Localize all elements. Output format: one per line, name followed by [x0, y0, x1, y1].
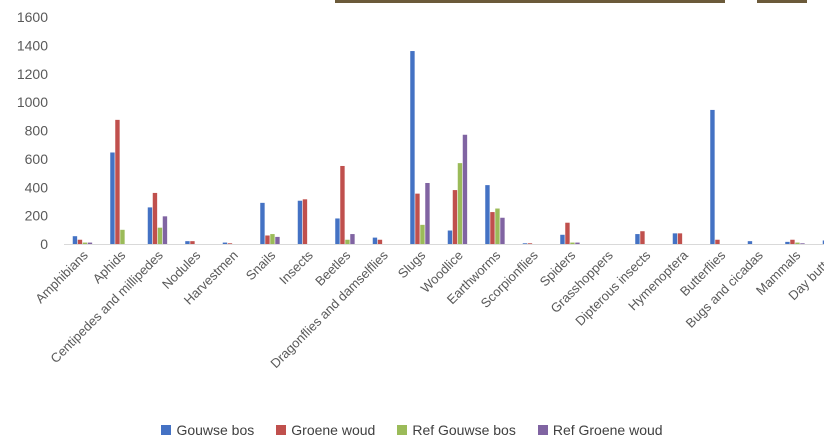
y-tick-label: 1000: [17, 94, 48, 110]
y-tick-label: 0: [40, 236, 48, 252]
y-tick-label: 1400: [17, 37, 48, 53]
bar: [110, 152, 115, 244]
legend-swatch: [161, 425, 172, 435]
legend-item: Ref Groene woud: [537, 422, 663, 438]
bar: [640, 231, 645, 244]
bar: [115, 119, 120, 244]
cropped-image-strip: [335, 0, 725, 3]
legend-label: Groene woud: [291, 422, 376, 438]
bar: [340, 165, 345, 244]
legend-label: Ref Gouwse bos: [412, 422, 516, 438]
legend-item: Gouwse bos: [161, 422, 254, 438]
bar: [527, 243, 533, 244]
bar: [747, 241, 753, 244]
bar: [457, 163, 463, 244]
y-tick-label: 1600: [17, 9, 48, 25]
bar: [560, 234, 565, 244]
bar: [297, 200, 303, 244]
bar: [227, 243, 233, 244]
bar: [462, 134, 468, 244]
bar: [120, 229, 125, 244]
bar: [452, 190, 458, 244]
bar: [377, 239, 383, 244]
x-tick-label: Amphibians: [32, 247, 91, 306]
bar: [345, 239, 350, 244]
bar: [87, 242, 93, 244]
cropped-image-strip-2: [757, 0, 807, 3]
bar: [490, 212, 495, 244]
legend: Gouwse bos Groene woud Ref Gouwse bos Ref G…: [0, 420, 824, 440]
bar: [302, 199, 308, 244]
bar: [522, 243, 528, 244]
bar: [265, 235, 270, 244]
bars: [72, 51, 824, 244]
bar: [500, 217, 505, 244]
bar: [635, 234, 640, 244]
bar: [800, 243, 805, 244]
bar: [495, 208, 500, 244]
legend-label: Gouwse bos: [176, 422, 255, 438]
bar: [72, 236, 78, 244]
bar: [447, 230, 453, 244]
bar: [185, 241, 190, 244]
bar: [222, 242, 228, 244]
bar: [152, 192, 158, 244]
legend-item: Groene woud: [276, 422, 375, 438]
bar: [372, 237, 378, 244]
x-tick-label: Insects: [276, 247, 316, 287]
y-tick-label: 1200: [17, 66, 48, 82]
bar: [672, 233, 678, 244]
legend-swatch: [537, 425, 548, 435]
bar: [350, 234, 355, 244]
bar: [790, 239, 795, 244]
bar: [795, 242, 800, 244]
legend-swatch: [276, 425, 287, 435]
bar: [260, 202, 265, 244]
bar-chart: 0 200 400 600 800 1000 1200 1400 1600 Amphibians…: [17, 9, 824, 371]
y-axis: 0 200 400 600 800 1000 1200 1400 1600: [17, 9, 48, 252]
bar: [570, 242, 575, 244]
y-tick-label: 200: [25, 208, 49, 224]
x-tick-label: Snails: [243, 247, 279, 283]
bar: [575, 242, 580, 244]
bar: [710, 109, 715, 244]
bar: [715, 239, 720, 244]
bar: [162, 216, 168, 244]
x-tick-label: Slugs: [395, 247, 429, 281]
bar: [677, 233, 683, 244]
bar: [410, 51, 415, 244]
y-tick-label: 400: [25, 179, 49, 195]
bar: [82, 242, 88, 244]
bar: [785, 241, 790, 244]
legend-label: Ref Groene woud: [552, 422, 663, 438]
bar: [157, 227, 163, 244]
bar: [485, 185, 490, 244]
bar: [270, 234, 275, 244]
bar: [425, 182, 430, 244]
y-tick-label: 800: [25, 123, 49, 139]
y-tick-label: 600: [25, 151, 49, 167]
legend-swatch: [397, 425, 408, 435]
legend-item: Ref Gouwse bos: [397, 422, 516, 438]
bar: [190, 241, 195, 244]
bar: [420, 224, 425, 244]
bar: [822, 240, 824, 244]
bar: [77, 239, 83, 244]
bar: [335, 218, 340, 244]
bar: [275, 236, 280, 244]
bar: [147, 207, 153, 244]
bar: [565, 222, 570, 244]
bar: [415, 193, 420, 244]
